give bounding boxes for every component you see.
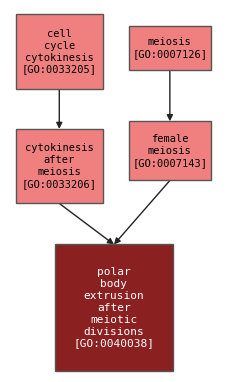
Text: female
meiosis
[GO:0007143]: female meiosis [GO:0007143]	[132, 134, 206, 168]
Text: cell
cycle
cytokinesis
[GO:0033205]: cell cycle cytokinesis [GO:0033205]	[22, 29, 96, 74]
Text: polar
body
extrusion
after
meiotic
divisions
[GO:0040038]: polar body extrusion after meiotic divis…	[73, 267, 154, 348]
FancyBboxPatch shape	[128, 121, 210, 181]
Text: meiosis
[GO:0007126]: meiosis [GO:0007126]	[132, 37, 206, 59]
Text: cytokinesis
after
meiosis
[GO:0033206]: cytokinesis after meiosis [GO:0033206]	[22, 143, 96, 189]
FancyBboxPatch shape	[54, 244, 173, 371]
FancyBboxPatch shape	[128, 26, 210, 70]
FancyBboxPatch shape	[16, 15, 102, 89]
FancyBboxPatch shape	[16, 129, 102, 203]
